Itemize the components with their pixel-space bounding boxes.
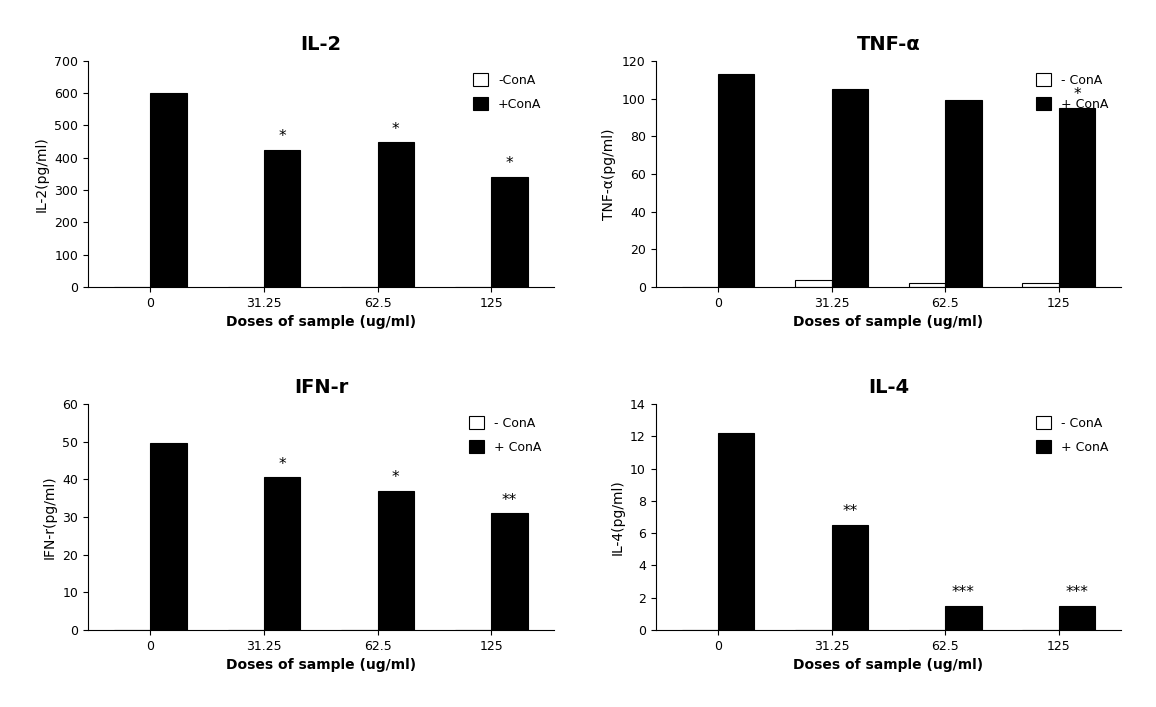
X-axis label: Doses of sample (ug/ml): Doses of sample (ug/ml) [225,315,416,329]
Bar [378,142,414,287]
Text: *: * [392,122,400,136]
Y-axis label: IL-4(pg/ml): IL-4(pg/ml) [610,479,624,555]
Bar [795,280,831,287]
Bar [909,283,946,287]
Title: IFN-r: IFN-r [294,378,348,397]
Bar [264,150,301,287]
Text: *: * [279,457,286,472]
X-axis label: Doses of sample (ug/ml): Doses of sample (ug/ml) [793,658,984,672]
Bar [831,525,868,630]
Bar [378,491,414,630]
Text: ***: *** [1066,585,1089,600]
Text: *: * [1073,87,1081,103]
Legend: -ConA, +ConA: -ConA, +ConA [467,67,548,117]
Text: **: ** [843,504,858,520]
Bar [831,89,868,287]
Legend: - ConA, + ConA: - ConA, + ConA [1030,67,1116,117]
Bar [1059,108,1095,287]
X-axis label: Doses of sample (ug/ml): Doses of sample (ug/ml) [793,315,984,329]
Bar [150,93,187,287]
Bar [718,74,755,287]
Bar [1059,606,1095,630]
Text: *: * [392,470,400,485]
Y-axis label: IL-2(pg/ml): IL-2(pg/ml) [35,136,49,212]
Bar [491,513,527,630]
X-axis label: Doses of sample (ug/ml): Doses of sample (ug/ml) [225,658,416,672]
Y-axis label: TNF-α(pg/ml): TNF-α(pg/ml) [602,128,616,220]
Bar [150,443,187,630]
Bar [946,100,981,287]
Bar [718,433,755,630]
Text: ***: *** [951,585,975,600]
Title: TNF-α: TNF-α [857,35,920,54]
Bar [491,177,527,287]
Text: *: * [279,129,286,144]
Bar [264,477,301,630]
Bar [946,606,981,630]
Title: IL-4: IL-4 [868,378,909,397]
Legend: - ConA, + ConA: - ConA, + ConA [1030,410,1116,460]
Y-axis label: IFN-r(pg/ml): IFN-r(pg/ml) [43,475,57,559]
Text: **: ** [502,493,517,508]
Title: IL-2: IL-2 [301,35,341,54]
Bar [1022,283,1059,287]
Legend: - ConA, + ConA: - ConA, + ConA [462,410,548,460]
Text: *: * [505,156,513,172]
